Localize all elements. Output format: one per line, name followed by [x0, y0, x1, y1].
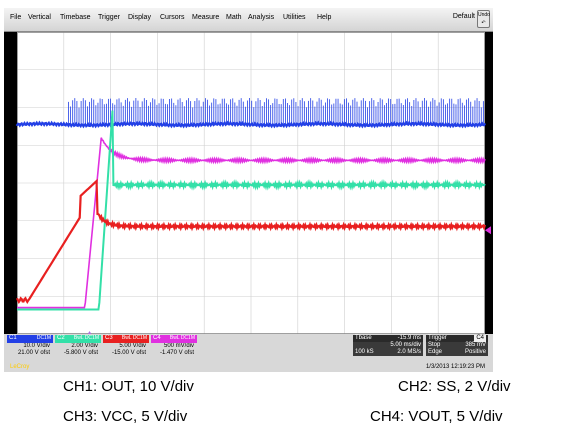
- trace-ch1-pulses: [68, 98, 484, 125]
- trigger-level: 385 mV: [465, 342, 486, 348]
- datetime-stamp: 1/3/2013 12:19:23 PM: [425, 364, 485, 370]
- waveform-markers: [86, 226, 491, 336]
- channel-coupling: BwL DC1M: [121, 335, 147, 341]
- menu-trigger[interactable]: Trigger: [98, 14, 120, 21]
- trace-ch4: [17, 137, 486, 309]
- timebase-points: 100 kS: [355, 349, 374, 355]
- trigger-source: C4: [474, 335, 486, 342]
- trigger-row: Edge Positive: [426, 349, 488, 356]
- channel-name: C2: [57, 335, 65, 341]
- default-setup-button[interactable]: Default: [452, 13, 475, 20]
- trigger-label: Trigger: [428, 335, 447, 341]
- graticule-border: [17, 32, 485, 334]
- trace-ch3: [16, 178, 487, 305]
- trigger-type: Edge: [428, 349, 443, 355]
- timebase-row: 100 kS 2.0 MS/s: [353, 349, 423, 356]
- trigger-slope: Positive: [464, 349, 486, 355]
- menu-timebase[interactable]: Timebase: [60, 14, 91, 21]
- channel-coupling: BwL DC1M: [73, 335, 99, 341]
- timebase-row: 5.00 ms/div: [353, 342, 423, 349]
- trace-ch2: [17, 110, 486, 311]
- channel-name: C3: [105, 335, 113, 341]
- timebase-label: Tbase: [355, 335, 372, 341]
- timebase-header: Tbase -15.9 ms: [353, 335, 423, 342]
- menu-help[interactable]: Help: [317, 14, 332, 21]
- channel-descriptor-c3[interactable]: C3 BwL DC1M 5.00 V/div -15.00 V ofst: [103, 335, 149, 357]
- trigger-mode: Stop: [428, 342, 441, 348]
- menu-vertical[interactable]: Vertical: [28, 14, 51, 21]
- oscilloscope-window: File Vertical Timebase Trigger Display C…: [4, 8, 493, 372]
- trigger-descriptor[interactable]: Trigger C4 Stop 385 mV Edge Positive: [426, 335, 488, 356]
- channel-scale: 10.0 V/div: [23, 343, 50, 349]
- menu-measure[interactable]: Measure: [192, 14, 220, 21]
- channel-offset: -15.00 V ofst: [111, 350, 146, 356]
- channel-scale: 2.00 V/div: [71, 343, 98, 349]
- caption-ch1: CH1: OUT, 10 V/div: [63, 378, 194, 395]
- menu-cursors[interactable]: Cursors: [160, 14, 185, 21]
- channel-descriptor-c4[interactable]: C4 BwL DC1M 500 mV/div -1.470 V ofst: [151, 335, 197, 357]
- trace-ch1-baseline: [15, 120, 486, 129]
- channel-offset: -5.800 V ofst: [63, 350, 98, 356]
- menu-bar: File Vertical Timebase Trigger Display C…: [4, 8, 493, 32]
- trigger-row: Stop 385 mV: [426, 342, 488, 349]
- undo-button[interactable]: Undo ↶: [477, 10, 490, 28]
- caption-ch3: CH3: VCC, 5 V/div: [63, 408, 188, 425]
- caption-ch2: CH2: SS, 2 V/div: [398, 378, 511, 395]
- channel-scale: 500 mV/div: [163, 343, 194, 349]
- menu-analysis[interactable]: Analysis: [248, 14, 275, 21]
- menu-math[interactable]: Math: [226, 14, 242, 21]
- channel-offset: 21.00 V ofst: [17, 350, 50, 356]
- channel-coupling: BwL DC1M: [169, 335, 195, 341]
- readout-panel: C1 DC1M 10.0 V/div 21.00 V ofst C2 BwL D…: [4, 334, 493, 372]
- timebase-descriptor[interactable]: Tbase -15.9 ms 5.00 ms/div 100 kS 2.0 MS…: [353, 335, 423, 356]
- timebase-per-div: 5.00 ms/div: [390, 342, 421, 348]
- channel-descriptor-c1[interactable]: C1 DC1M 10.0 V/div 21.00 V ofst: [7, 335, 53, 357]
- trigger-header: Trigger C4: [426, 335, 488, 342]
- channel-descriptor-c2[interactable]: C2 BwL DC1M 2.00 V/div -5.800 V ofst: [55, 335, 101, 357]
- waveform-traces: [15, 98, 487, 311]
- channel-scale: 5.00 V/div: [119, 343, 146, 349]
- menu-display[interactable]: Display: [128, 14, 151, 21]
- trace-label-c1: C1: [6, 93, 13, 99]
- trigger-level-marker: [485, 226, 491, 235]
- channel-name: C4: [153, 335, 161, 341]
- channel-header-c3: C3 BwL DC1M: [103, 335, 149, 343]
- undo-label: Undo: [478, 12, 490, 18]
- channel-offset: -1.470 V ofst: [159, 350, 194, 356]
- channel-name: C1: [9, 335, 17, 341]
- lecroy-logo: LeCroy: [10, 364, 30, 370]
- channel-header-c4: C4 BwL DC1M: [151, 335, 197, 343]
- channel-header-c2: C2 BwL DC1M: [55, 335, 101, 343]
- channel-coupling: DC1M: [36, 335, 51, 341]
- waveform-graticule: [15, 32, 491, 336]
- menu-file[interactable]: File: [10, 14, 22, 21]
- timebase-rate: 2.0 MS/s: [397, 349, 421, 355]
- timebase-delay: -15.9 ms: [397, 335, 421, 341]
- menu-utilities[interactable]: Utilities: [283, 14, 306, 21]
- caption-ch4: CH4: VOUT, 5 V/div: [370, 408, 503, 425]
- channel-header-c1: C1 DC1M: [7, 335, 53, 343]
- undo-icon: ↶: [481, 20, 486, 26]
- trace-label-c4: C4: [6, 265, 13, 271]
